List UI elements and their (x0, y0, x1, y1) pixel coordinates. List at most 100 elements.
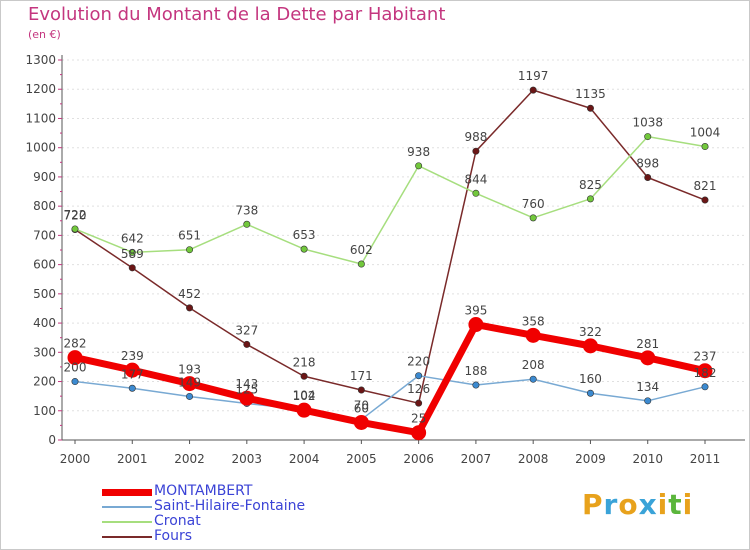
y-tick-label: 100 (33, 404, 56, 418)
data-point-cronat (357, 260, 365, 268)
data-point-saint-hilaire-fontaine (472, 381, 480, 389)
data-point-montambert (124, 362, 140, 378)
proxiti-logo: Proxiti (582, 488, 693, 521)
data-label-montambert: 281 (636, 337, 659, 351)
data-label-fours: 218 (293, 355, 316, 369)
data-label-cronat: 651 (178, 229, 201, 243)
data-label-montambert: 322 (579, 325, 602, 339)
data-point-saint-hilaire-fontaine (529, 375, 537, 383)
data-label-saint-hilaire-fontaine: 177 (121, 367, 144, 381)
data-label-cronat: 1038 (632, 116, 663, 130)
data-point-montambert (239, 390, 255, 406)
logo-letter: o (618, 488, 639, 521)
x-tick-label: 2009 (575, 452, 606, 466)
data-point-fours (357, 386, 365, 394)
legend-swatch (102, 521, 152, 523)
data-label-saint-hilaire-fontaine: 70 (354, 399, 369, 413)
series-line-cronat (74, 135, 706, 265)
data-label-saint-hilaire-fontaine: 104 (293, 389, 316, 403)
data-label-cronat: 844 (464, 172, 487, 186)
data-label-cronat: 653 (293, 228, 316, 242)
data-point-cronat (644, 133, 652, 141)
y-unit-label: (en €) (28, 28, 61, 41)
logo-letter: i (657, 488, 669, 521)
data-label-saint-hilaire-fontaine: 208 (522, 358, 545, 372)
data-label-montambert: 25 (411, 412, 426, 426)
logo-letter: x (638, 488, 658, 521)
data-point-fours (529, 86, 537, 94)
y-tick-label: 500 (33, 287, 56, 301)
y-tick-label: 700 (33, 228, 56, 242)
data-point-fours (243, 340, 251, 348)
legend-swatch (102, 506, 152, 508)
x-tick-label: 2005 (346, 452, 377, 466)
x-tick-label: 2003 (232, 452, 263, 466)
data-point-fours (586, 104, 594, 112)
data-label-montambert: 102 (293, 389, 316, 403)
data-label-montambert: 237 (694, 350, 717, 364)
data-label-cronat: 938 (407, 145, 430, 159)
data-point-saint-hilaire-fontaine (71, 378, 79, 386)
data-point-saint-hilaire-fontaine (701, 383, 709, 391)
data-point-cronat (586, 195, 594, 203)
data-label-saint-hilaire-fontaine: 220 (407, 355, 430, 369)
x-tick-label: 2010 (632, 452, 663, 466)
data-point-cronat (472, 189, 480, 197)
data-point-cronat (300, 245, 308, 253)
y-tick-label: 800 (33, 199, 56, 213)
data-point-montambert (640, 350, 656, 366)
data-point-saint-hilaire-fontaine (586, 389, 594, 397)
data-label-saint-hilaire-fontaine: 200 (64, 361, 87, 375)
data-label-saint-hilaire-fontaine: 134 (636, 380, 659, 394)
data-point-montambert (296, 402, 312, 418)
data-label-cronat: 1004 (690, 126, 721, 140)
x-tick-label: 2006 (403, 452, 434, 466)
logo-letter: i (682, 488, 694, 521)
data-point-cronat (71, 225, 79, 233)
data-label-cronat: 738 (235, 203, 258, 217)
data-point-fours (701, 196, 709, 204)
data-label-fours: 171 (350, 369, 373, 383)
data-label-montambert: 143 (235, 377, 258, 391)
data-label-montambert: 239 (121, 349, 144, 363)
logo-letter: t (668, 488, 683, 521)
data-point-fours (300, 372, 308, 380)
data-label-saint-hilaire-fontaine: 125 (235, 382, 258, 396)
data-label-cronat: 825 (579, 178, 602, 192)
series-line-fours (74, 89, 706, 404)
data-label-saint-hilaire-fontaine: 149 (178, 375, 201, 389)
data-label-cronat: 760 (522, 197, 545, 211)
y-tick-label: 1100 (25, 111, 56, 125)
data-point-cronat (415, 162, 423, 170)
y-tick-label: 300 (33, 345, 56, 359)
data-point-montambert (582, 338, 598, 354)
chart-title: Evolution du Montant de la Dette par Hab… (28, 4, 446, 25)
y-tick-label: 1300 (25, 53, 56, 67)
x-tick-label: 2007 (461, 452, 492, 466)
series-line-montambert (71, 321, 709, 437)
data-label-fours: 1135 (575, 87, 606, 101)
data-label-fours: 452 (178, 287, 201, 301)
y-tick-label: 1000 (25, 141, 56, 155)
x-tick-label: 2000 (60, 452, 91, 466)
legend-label: Fours (154, 528, 193, 544)
x-tick-label: 2008 (518, 452, 549, 466)
data-point-montambert (525, 327, 541, 343)
legend-swatch (102, 536, 152, 538)
data-label-saint-hilaire-fontaine: 182 (694, 366, 717, 380)
legend-label: Saint-Hilaire-Fontaine (154, 498, 306, 514)
data-label-fours: 898 (636, 157, 659, 171)
data-label-montambert: 395 (464, 304, 487, 318)
logo-letter: r (603, 488, 619, 521)
data-label-saint-hilaire-fontaine: 160 (579, 372, 602, 386)
legend-swatch (102, 488, 152, 496)
x-tick-label: 2001 (117, 452, 148, 466)
data-point-montambert (353, 414, 369, 430)
data-point-saint-hilaire-fontaine (644, 397, 652, 405)
data-point-fours (472, 147, 480, 155)
data-point-fours (186, 304, 194, 312)
data-point-montambert (468, 317, 484, 333)
y-tick-label: 600 (33, 258, 56, 272)
data-point-cronat (128, 248, 136, 256)
